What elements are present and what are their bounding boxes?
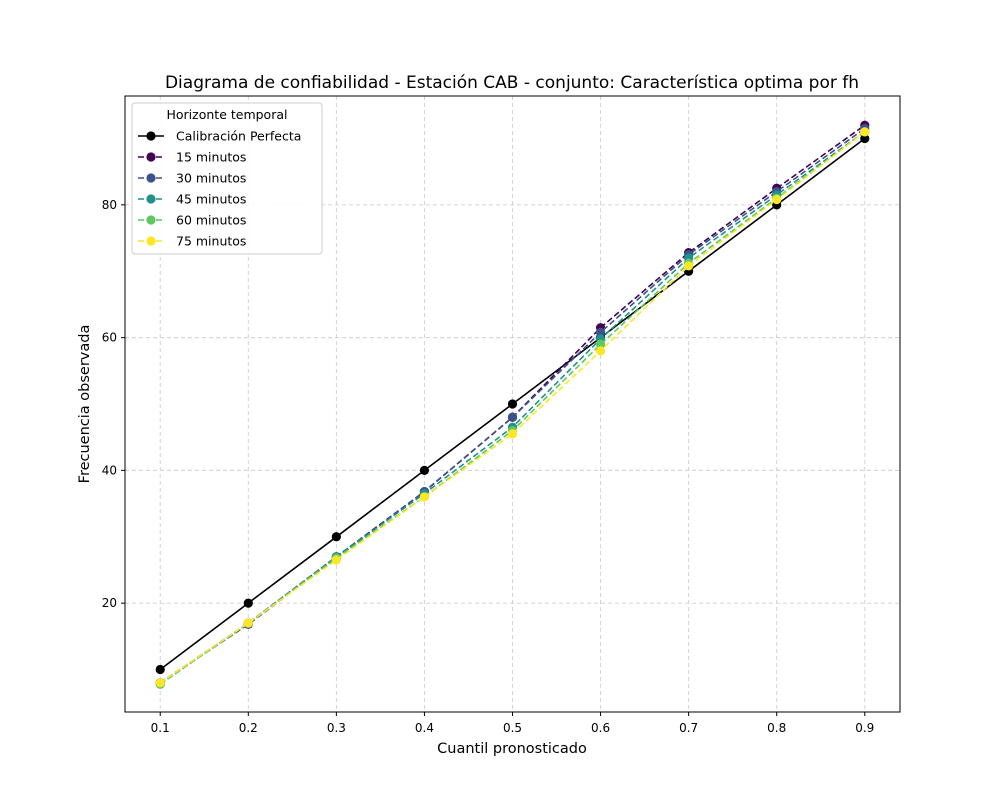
- legend-marker: [146, 215, 156, 225]
- data-point: [419, 465, 430, 475]
- legend-marker: [146, 173, 156, 183]
- legend-label: 30 minutos: [176, 171, 246, 186]
- legend-marker: [146, 194, 156, 204]
- x-tick-label: 0.7: [679, 721, 698, 735]
- legend-marker: [146, 236, 156, 246]
- data-point: [595, 339, 606, 349]
- data-point: [243, 598, 253, 608]
- legend-items: Calibración Perfecta 15 minutos 30 minutos…: [138, 129, 301, 249]
- data-point: [507, 429, 518, 439]
- x-tick-label: 0.6: [591, 721, 610, 735]
- legend-entry: 15 minutos: [138, 150, 246, 165]
- legend-entry: 75 minutos: [138, 234, 246, 249]
- data-point: [331, 532, 341, 542]
- x-tick-label: 0.9: [855, 721, 874, 735]
- legend-box: [131, 102, 323, 255]
- data-point: [860, 127, 870, 137]
- y-tick-label: 60: [102, 331, 117, 345]
- legend-entry: Calibración Perfecta: [138, 129, 301, 144]
- legend-label: 45 minutos: [176, 192, 246, 207]
- legend-label: Calibración Perfecta: [176, 129, 301, 144]
- x-axis-label: Cuantil pronosticado: [437, 741, 587, 757]
- data-point: [155, 678, 165, 688]
- x-tick-label: 0.8: [767, 721, 786, 735]
- legend-label: 75 minutos: [176, 234, 246, 249]
- legend-entry: 45 minutos: [138, 192, 246, 207]
- legend: Horizonte temporal Calibración Perfecta 1…: [131, 102, 323, 255]
- data-point: [507, 399, 518, 409]
- data-point: [595, 346, 606, 356]
- data-point: [772, 194, 782, 205]
- x-tick-label: 0.4: [415, 721, 434, 735]
- y-tick-label: 80: [102, 198, 117, 212]
- chart-title: Diagrama de confiabilidad - Estación CAB…: [165, 73, 859, 93]
- series-layer: [155, 120, 870, 689]
- legend-entry: 30 minutos: [138, 171, 246, 186]
- x-axis-ticks: 0.1 0.2 0.3 0.4 0.5 0.6 0.7 0.8 0.9: [151, 712, 874, 735]
- legend-entry: 60 minutos: [138, 213, 246, 228]
- x-tick-label: 0.3: [327, 721, 346, 735]
- data-point: [155, 664, 165, 675]
- data-point: [860, 133, 870, 144]
- legend-label: 60 minutos: [176, 213, 246, 228]
- data-point: [331, 555, 341, 565]
- data-point: [507, 412, 518, 422]
- legend-marker: [146, 131, 156, 141]
- legend-label: 15 minutos: [176, 150, 246, 165]
- data-point: [419, 492, 430, 502]
- legend-title: Horizonte temporal: [167, 107, 288, 122]
- data-point: [684, 261, 694, 271]
- y-axis-label: Frecuencia observada: [77, 325, 93, 484]
- x-tick-label: 0.2: [239, 721, 258, 735]
- legend-marker: [146, 152, 156, 162]
- y-tick-label: 20: [102, 596, 117, 610]
- y-tick-label: 40: [102, 463, 117, 477]
- x-tick-label: 0.5: [503, 721, 522, 735]
- series-line: [159, 131, 866, 684]
- x-tick-label: 0.1: [151, 721, 170, 735]
- y-axis-ticks: 20 40 60 80: [102, 198, 125, 610]
- data-point: [243, 618, 253, 628]
- data-point: [595, 327, 606, 337]
- series-5: [155, 127, 870, 688]
